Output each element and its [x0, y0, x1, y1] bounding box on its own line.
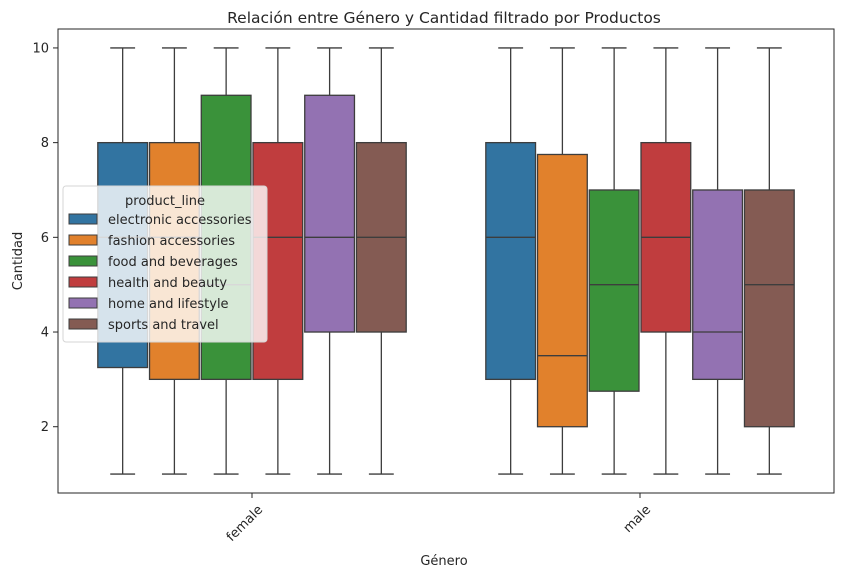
box-iqr — [536, 153, 588, 428]
legend-swatch — [68, 255, 98, 267]
box-iqr — [485, 141, 537, 381]
box-male-0 — [485, 47, 537, 475]
box-iqr — [692, 189, 744, 381]
box-iqr — [588, 189, 640, 392]
legend-label: fashion accessories — [108, 234, 235, 249]
x-tick-label: female — [224, 503, 266, 545]
box-male-5 — [743, 47, 795, 475]
legend-swatch — [68, 297, 98, 309]
box-male-1 — [536, 47, 588, 475]
legend-label: sports and travel — [108, 318, 219, 333]
box-female-5 — [355, 47, 407, 475]
x-axis-label: Género — [420, 554, 467, 569]
plot-area-frame — [57, 28, 835, 494]
legend-swatch — [68, 276, 98, 288]
legend-label: home and lifestyle — [108, 297, 229, 312]
box-iqr — [743, 189, 795, 428]
x-tick-label: male — [621, 503, 654, 536]
legend-box — [62, 185, 268, 343]
box-male-4 — [692, 47, 744, 475]
box-iqr — [304, 94, 356, 333]
legend-title: product_line — [125, 194, 205, 209]
legend-label: electronic accessories — [108, 213, 252, 228]
y-tick-label: 10 — [32, 41, 49, 56]
legend-swatch — [68, 213, 98, 225]
y-axis: 2 4 6 8 10 — [32, 41, 58, 435]
y-tick-label: 6 — [41, 231, 49, 246]
y-axis-label: Cantidad — [11, 232, 26, 290]
y-tick-label: 8 — [41, 136, 49, 151]
box-female-4 — [304, 47, 356, 475]
y-tick-label: 2 — [41, 420, 49, 435]
legend-label: health and beauty — [108, 276, 227, 291]
x-axis: female male — [224, 493, 654, 545]
legend: product_line electronic accessories fashio… — [62, 185, 268, 343]
box-male-3 — [640, 47, 692, 475]
chart-title: Relación entre Género y Cantidad filtrad… — [227, 9, 661, 27]
box-male-2 — [588, 47, 640, 475]
legend-swatch — [68, 318, 98, 330]
legend-swatch — [68, 234, 98, 246]
y-tick-label: 4 — [41, 326, 49, 341]
legend-label: food and beverages — [108, 255, 238, 270]
